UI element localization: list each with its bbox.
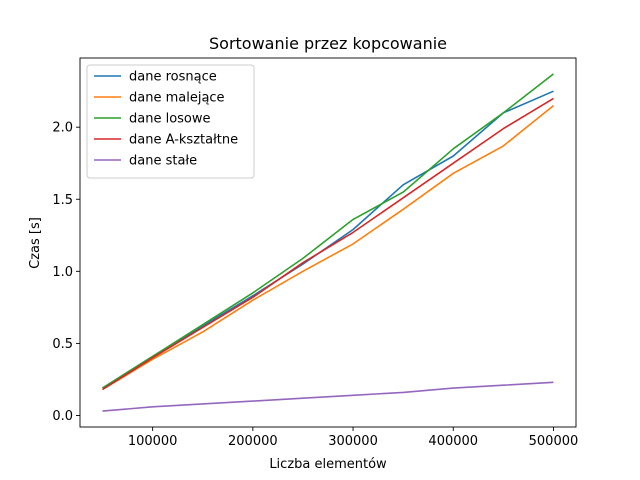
series-layer <box>102 73 555 412</box>
legend-label: dane losowe <box>129 112 211 127</box>
x-axis-label: Liczba elementów <box>269 457 387 472</box>
y-tick-label: 1.5 <box>52 193 73 208</box>
x-tick-label: 200000 <box>228 434 278 449</box>
y-axis-label: Czas [s] <box>28 217 43 269</box>
legend-label: dane malejące <box>129 91 225 106</box>
y-tick-label: 0.0 <box>52 409 73 424</box>
y-tick-label: 0.5 <box>52 337 73 352</box>
y-tick-label: 2.0 <box>52 121 73 136</box>
series-line-2 <box>102 104 555 391</box>
x-tick-label: 400000 <box>428 434 478 449</box>
series-line-4 <box>102 97 554 391</box>
series-line-3 <box>102 73 554 389</box>
chart-title: Sortowanie przez kopcowanie <box>209 34 447 53</box>
legend-box <box>86 64 255 179</box>
axes-layer: 100000 200000 300000 400000 500000 0.0 0.5 1.0 1… <box>52 57 579 449</box>
legend-label: dane stałe <box>129 154 197 169</box>
x-tick-label: 500000 <box>529 434 579 449</box>
x-tick-label: 300000 <box>328 434 378 449</box>
y-tick-label: 1.0 <box>52 265 73 280</box>
series-line-5 <box>102 381 554 412</box>
x-tick-label: 100000 <box>128 434 178 449</box>
legend: dane rosnące dane malejące dane losowe dane… <box>86 64 255 179</box>
axes-frame <box>79 57 577 428</box>
legend-label: dane rosnące <box>129 70 217 85</box>
legend-label: dane A-kształtne <box>129 133 238 148</box>
